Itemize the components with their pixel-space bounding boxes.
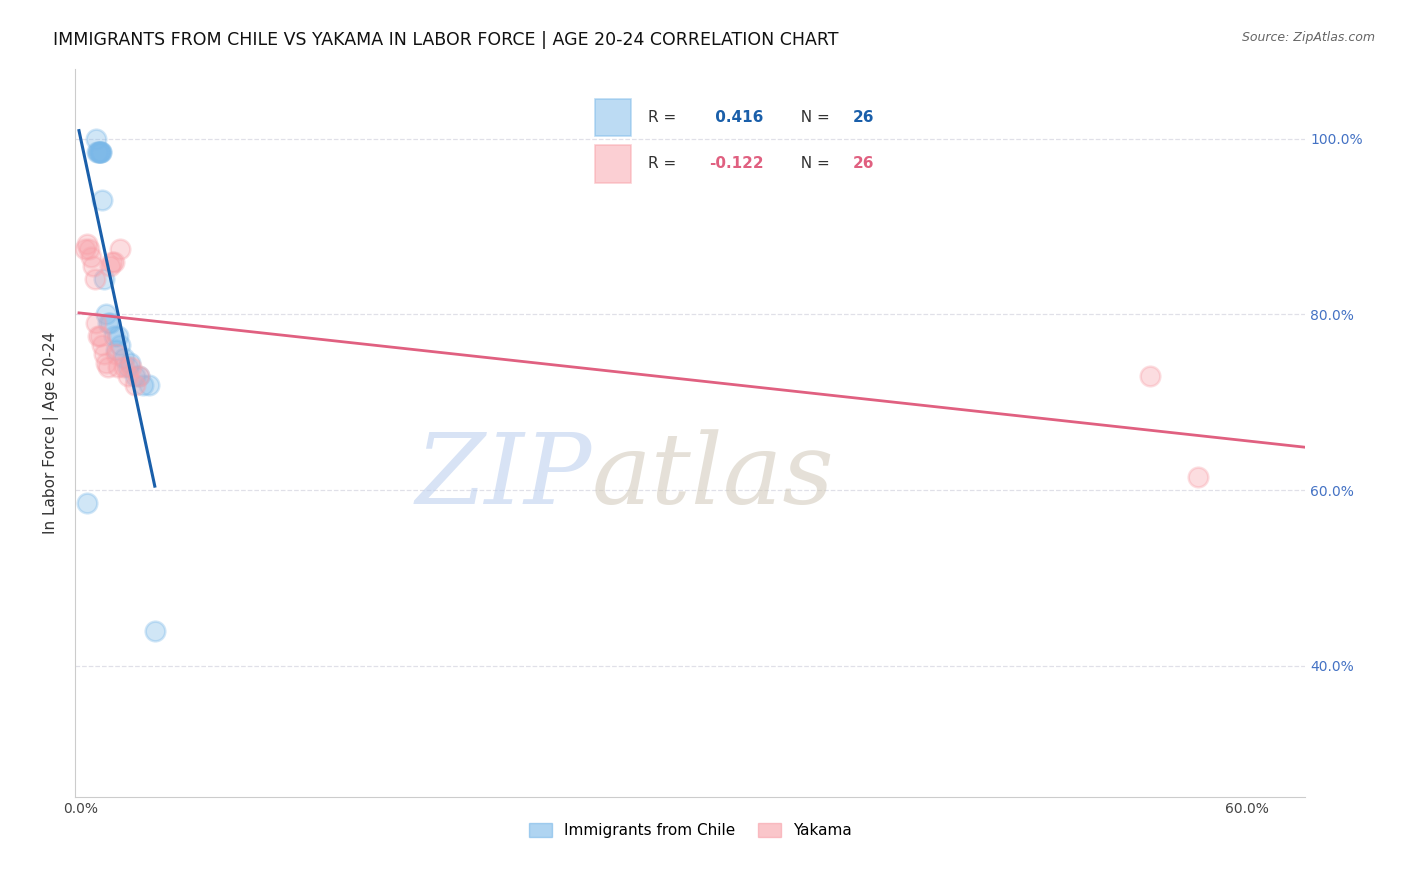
Point: [143, 624, 166, 638]
Point: [89, 329, 111, 343]
Point: [87, 145, 110, 159]
Point: [76, 496, 98, 510]
Point: [104, 347, 127, 361]
Point: [73, 242, 96, 256]
Point: [86, 145, 108, 159]
Point: [112, 360, 135, 375]
Point: [103, 254, 125, 268]
Point: [118, 356, 141, 370]
Point: [89, 145, 111, 159]
Point: [97, 316, 120, 330]
Point: [90, 145, 112, 159]
Point: [98, 259, 121, 273]
Point: [1139, 368, 1161, 383]
Point: [87, 329, 110, 343]
Point: [120, 360, 142, 375]
Point: [86, 132, 108, 146]
Point: [89, 145, 111, 159]
Point: [107, 360, 129, 375]
Text: ZIP: ZIP: [416, 429, 592, 524]
Text: atlas: atlas: [592, 429, 835, 524]
Point: [89, 145, 111, 159]
Point: [98, 316, 121, 330]
Point: [138, 377, 160, 392]
Point: [90, 145, 112, 159]
Point: [117, 368, 139, 383]
Point: [79, 250, 101, 264]
Point: [107, 329, 129, 343]
Point: [128, 368, 150, 383]
Point: [108, 242, 131, 256]
Legend: Immigrants from Chile, Yakama: Immigrants from Chile, Yakama: [523, 817, 858, 845]
Point: [91, 338, 114, 352]
Point: [1187, 470, 1209, 484]
Point: [91, 193, 114, 207]
Text: Source: ZipAtlas.com: Source: ZipAtlas.com: [1241, 31, 1375, 45]
Point: [96, 356, 118, 370]
Point: [117, 360, 139, 375]
Point: [86, 316, 108, 330]
Point: [112, 351, 135, 366]
Point: [96, 307, 118, 321]
Point: [108, 338, 131, 352]
Point: [77, 242, 100, 256]
Point: [128, 368, 150, 383]
Point: [83, 272, 105, 286]
Y-axis label: In Labor Force | Age 20-24: In Labor Force | Age 20-24: [44, 332, 59, 534]
Point: [124, 377, 146, 392]
Point: [101, 254, 124, 268]
Point: [93, 272, 115, 286]
Text: IMMIGRANTS FROM CHILE VS YAKAMA IN LABOR FORCE | AGE 20-24 CORRELATION CHART: IMMIGRANTS FROM CHILE VS YAKAMA IN LABOR…: [53, 31, 839, 49]
Point: [76, 237, 98, 252]
Point: [97, 360, 120, 375]
Point: [93, 347, 115, 361]
Point: [124, 368, 146, 383]
Point: [103, 329, 125, 343]
Point: [82, 259, 104, 273]
Point: [104, 343, 127, 357]
Point: [132, 377, 155, 392]
